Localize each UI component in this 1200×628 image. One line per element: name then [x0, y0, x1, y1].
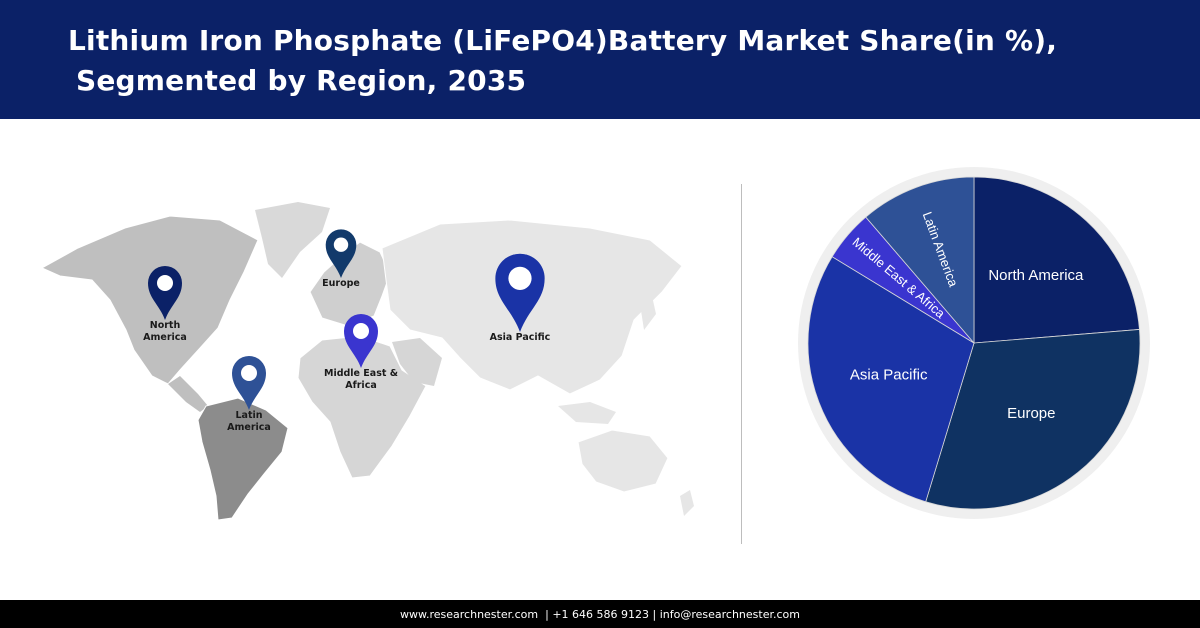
world-map-landmass: [40, 202, 694, 521]
pie-slices: [807, 176, 1141, 510]
greenland-shape: [255, 202, 330, 278]
footer-contact-text: www.researchnester.com | +1 646 586 9123…: [400, 607, 800, 621]
chart-title-line-1: Lithium Iron Phosphate (LiFePO4)Battery …: [68, 24, 1058, 57]
japan-shape: [640, 296, 656, 330]
pie-label-north-america: North America: [988, 267, 1084, 284]
pin-hole: [157, 275, 173, 291]
pin-hole: [241, 365, 257, 381]
pin-hole: [333, 237, 349, 252]
australia-shape: [577, 429, 669, 493]
marker-label: America: [143, 332, 187, 343]
pie-label-asia-pacific: Asia Pacific: [850, 367, 928, 384]
location-pin-icon: [495, 253, 545, 332]
pie-slice-europe: [925, 329, 1141, 510]
chart-title-line-2: Segmented by Region, 2035: [76, 64, 527, 97]
marker-label: North: [150, 320, 181, 331]
footer-bar: www.researchnester.com | +1 646 586 9123…: [0, 600, 1200, 628]
location-pin-icon: [232, 356, 266, 410]
marker-label: Africa: [345, 380, 376, 391]
location-pin-icon: [148, 266, 182, 320]
location-pin-icon: [325, 229, 357, 278]
vertical-divider: [741, 184, 742, 544]
marker-label: Asia Pacific: [490, 332, 551, 343]
marker-label: Middle East &: [324, 368, 398, 379]
header-banner: Lithium Iron Phosphate (LiFePO4)Battery …: [0, 0, 1200, 119]
middle-east-shape: [392, 338, 442, 386]
south-america-shape: [197, 397, 289, 521]
marker-label: Latin: [235, 410, 262, 421]
location-pin-icon: [344, 314, 378, 368]
pie-slice-latin-america: [865, 176, 975, 345]
pin-hole: [353, 323, 369, 339]
marker-label: Europe: [322, 278, 360, 289]
central-america-shape: [168, 376, 208, 412]
pie-slice-north-america: [973, 176, 1140, 344]
map-marker-asia-pacific: Asia Pacific: [490, 253, 551, 343]
southeast-asia-shape: [558, 402, 616, 424]
pie-label-europe: Europe: [1007, 405, 1055, 422]
marker-label: America: [227, 422, 271, 433]
north-america-shape: [40, 215, 259, 385]
new-zealand-shape: [680, 490, 694, 516]
pin-hole: [508, 266, 532, 290]
map-marker-middle-east-africa: Middle East &Africa: [324, 314, 398, 391]
map-marker-europe: Europe: [322, 229, 360, 289]
